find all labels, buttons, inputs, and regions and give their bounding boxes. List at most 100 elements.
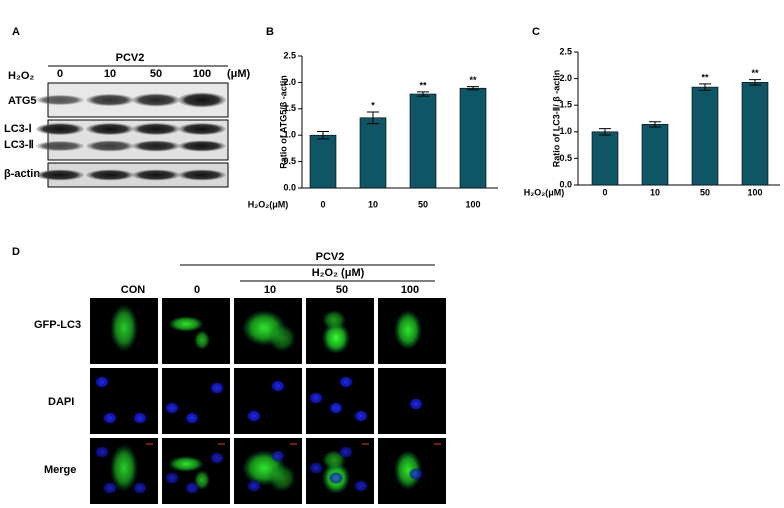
error-bar bbox=[699, 83, 711, 91]
row-label: LC3-Ⅱ bbox=[4, 139, 34, 151]
y-tick-label: 1.5 bbox=[559, 100, 572, 110]
nucleus bbox=[210, 452, 224, 464]
x-tick-label: 0 bbox=[602, 187, 607, 197]
error-bar bbox=[367, 111, 379, 125]
blot-band bbox=[36, 95, 84, 105]
x-axis-label: H₂O₂(μM) bbox=[248, 199, 289, 209]
nucleus bbox=[409, 398, 423, 410]
y-tick-label: 1.5 bbox=[283, 103, 296, 113]
nucleus bbox=[185, 482, 199, 494]
nucleus bbox=[95, 446, 109, 458]
gfp-signal bbox=[110, 444, 138, 492]
nucleus bbox=[271, 450, 285, 462]
blot-band bbox=[132, 123, 180, 135]
error-bar bbox=[599, 128, 611, 136]
group-label: PCV2 bbox=[316, 251, 345, 263]
nucleus bbox=[165, 402, 179, 414]
x-tick-label: 0 bbox=[320, 199, 325, 209]
gfp-signal bbox=[268, 324, 296, 352]
gfp-signal bbox=[168, 316, 204, 332]
y-tick-label: 0.0 bbox=[283, 182, 296, 192]
y-tick-label: 0.5 bbox=[283, 156, 296, 166]
gfp-signal bbox=[322, 322, 350, 354]
micrograph bbox=[162, 438, 230, 504]
y-tick-label: 0.0 bbox=[559, 179, 572, 189]
nucleus bbox=[339, 376, 353, 388]
unit-label: (μM) bbox=[227, 68, 251, 80]
y-tick-label: 2.5 bbox=[283, 50, 296, 60]
micrograph bbox=[162, 298, 230, 364]
panel-letter: C bbox=[532, 26, 540, 38]
column-label: 0 bbox=[194, 284, 200, 296]
y-axis-label: Ratio of LC3-Ⅱ/ β -actin bbox=[551, 70, 561, 167]
micrograph bbox=[234, 368, 302, 434]
panel-letter: A bbox=[12, 26, 20, 38]
y-tick-label: 0.5 bbox=[559, 153, 572, 163]
gfp-signal bbox=[110, 304, 138, 352]
nucleus bbox=[103, 412, 117, 424]
nucleus bbox=[354, 480, 368, 492]
blot-band bbox=[178, 169, 226, 181]
treatment-label: H₂O₂ bbox=[8, 70, 34, 82]
blot-band bbox=[36, 141, 84, 151]
nucleus bbox=[339, 446, 353, 458]
nucleus bbox=[409, 468, 423, 480]
bar bbox=[359, 117, 387, 189]
treatment-label: H₂O₂ (μM) bbox=[312, 267, 365, 279]
y-tick-label: 1.0 bbox=[283, 130, 296, 140]
dose-label: 10 bbox=[104, 68, 116, 80]
dose-label: 50 bbox=[150, 68, 162, 80]
row-label: GFP-LC3 bbox=[34, 319, 81, 331]
dose-label: 100 bbox=[193, 68, 211, 80]
y-tick-label: 2.0 bbox=[283, 77, 296, 87]
nucleus bbox=[309, 392, 323, 404]
nucleus bbox=[309, 462, 323, 474]
dose-label: 0 bbox=[57, 68, 63, 80]
blot-band bbox=[86, 140, 134, 152]
micrograph bbox=[162, 368, 230, 434]
bar bbox=[459, 87, 487, 189]
bar bbox=[591, 131, 619, 186]
nucleus bbox=[165, 472, 179, 484]
blot-band bbox=[86, 169, 134, 181]
group-label: PCV2 bbox=[116, 52, 145, 64]
y-tick-label: 2.5 bbox=[559, 46, 572, 56]
nucleus bbox=[185, 412, 199, 424]
error-bar bbox=[749, 79, 761, 86]
nucleus bbox=[133, 412, 147, 424]
panel-letter: D bbox=[12, 246, 20, 258]
x-tick-label: 10 bbox=[368, 199, 378, 209]
x-tick-label: 100 bbox=[747, 187, 762, 197]
y-axis-label: Ratio of ATG5/β -actin bbox=[278, 75, 288, 169]
nucleus bbox=[271, 380, 285, 392]
blot-band bbox=[132, 93, 180, 107]
nucleus bbox=[329, 472, 343, 484]
micrographs bbox=[90, 298, 446, 504]
nucleus bbox=[329, 402, 343, 414]
significance: * bbox=[371, 100, 375, 110]
blot-band bbox=[132, 140, 180, 152]
nucleus bbox=[95, 376, 109, 388]
column-label: 50 bbox=[336, 284, 348, 296]
column-label: CON bbox=[121, 284, 146, 296]
error-bar bbox=[417, 91, 429, 97]
nucleus bbox=[354, 410, 368, 422]
x-tick-label: 50 bbox=[418, 199, 428, 209]
y-tick-label: 1.0 bbox=[559, 126, 572, 136]
bar bbox=[741, 82, 769, 186]
row-label: ATG5 bbox=[8, 95, 37, 107]
y-tick-label: 2.0 bbox=[559, 73, 572, 83]
x-tick-label: 10 bbox=[650, 187, 660, 197]
blot-band bbox=[178, 92, 226, 108]
error-bar bbox=[317, 131, 329, 140]
nucleus bbox=[247, 410, 261, 422]
error-bar bbox=[649, 121, 661, 128]
significance: ** bbox=[751, 68, 759, 78]
blot-band bbox=[86, 123, 134, 135]
row-label: β-actin bbox=[4, 168, 40, 180]
panel-letter: B bbox=[266, 26, 274, 38]
gfp-signal bbox=[168, 456, 204, 472]
nucleus bbox=[210, 382, 224, 394]
significance: ** bbox=[419, 80, 427, 90]
